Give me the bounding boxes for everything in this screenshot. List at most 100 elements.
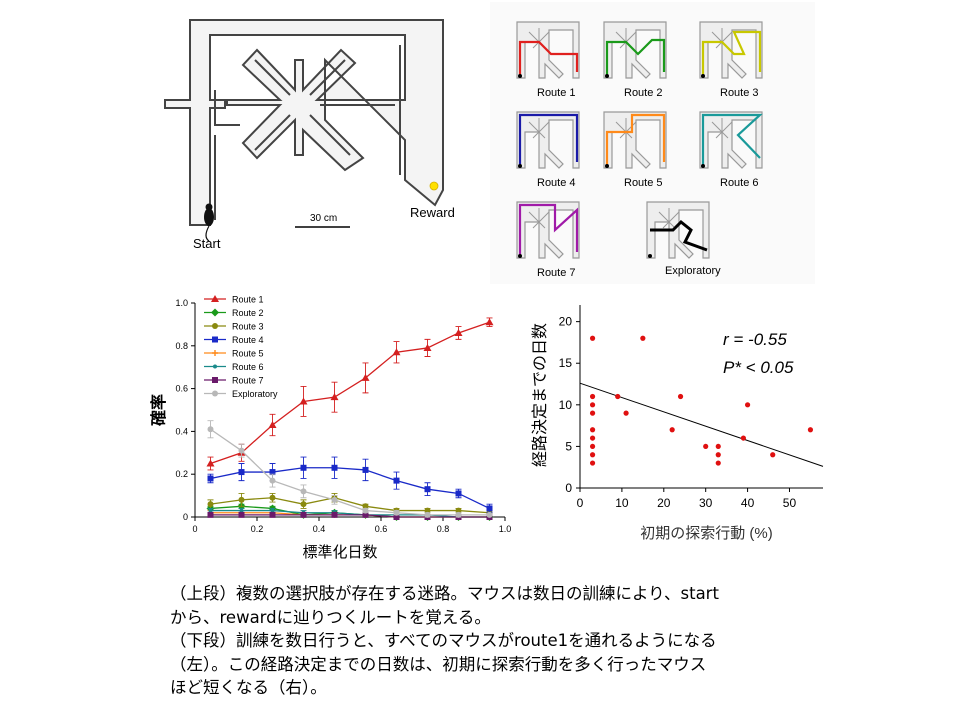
data-point: [269, 469, 276, 476]
scale-label: 30 cm: [310, 213, 337, 224]
scatter-point: [589, 435, 596, 441]
route-maze-outline: [516, 201, 580, 259]
legend: Route 1 Route 2 Route 3 Route 4 Route 5 Route…: [204, 295, 278, 399]
scatter-point: [677, 393, 684, 400]
x-tick-label: 0.2: [251, 524, 264, 534]
route-path: [701, 113, 763, 165]
data-point: [212, 377, 218, 383]
correlation-label: r = -0.55: [723, 330, 787, 349]
y-tick-label: 5: [565, 439, 572, 453]
route-maze-outline: [603, 111, 667, 169]
route-thumbnail: Route 2: [603, 21, 667, 99]
data-point: [454, 328, 463, 336]
series-line: [210, 428, 490, 516]
x-tick-label: 0.8: [437, 524, 450, 534]
data-point: [455, 511, 462, 518]
y-axis-label: 経路決定までの日数: [531, 323, 549, 467]
route-path: [518, 203, 579, 255]
scatter-point: [703, 443, 709, 450]
legend-entry: Route 3: [232, 322, 264, 332]
data-point: [211, 295, 219, 302]
legend-entry: Route 2: [232, 308, 264, 318]
data-point: [361, 373, 370, 381]
series-group: [206, 317, 494, 471]
data-point: [362, 511, 369, 518]
data-point: [455, 490, 462, 497]
x-tick-label: 30: [699, 496, 713, 510]
route-start-dot: [518, 164, 522, 168]
route-maze-spokes: [528, 208, 550, 232]
y-tick-label: 10: [559, 398, 573, 412]
scatter-point: [589, 443, 596, 450]
data-point: [300, 488, 307, 495]
data-point: [331, 511, 338, 518]
data-point: [423, 343, 432, 351]
data-point: [424, 511, 431, 518]
y-tick-label: 0.4: [175, 426, 188, 436]
y-tick-label: 0: [183, 512, 188, 522]
route-thumbnail: Route 6: [699, 111, 763, 189]
legend-entry: Exploratory: [232, 389, 278, 399]
caption-line-2: から、rewardに辿りつくルートを覚える。: [170, 607, 491, 627]
y-tick-label: 0.6: [175, 384, 188, 394]
figure-caption: （上段）複数の選択肢が存在する迷路。マウスは数日の訓練により、start から、…: [170, 582, 870, 700]
data-point: [486, 505, 493, 512]
route-label: Route 4: [537, 177, 576, 189]
data-point: [207, 426, 214, 433]
data-point: [362, 507, 369, 514]
route-maze-outline: [516, 111, 580, 169]
route-maze-spokes: [658, 208, 680, 232]
data-point: [212, 390, 218, 397]
series-line: [210, 497, 490, 514]
scatter-point: [589, 427, 596, 433]
y-tick-label: 15: [559, 356, 573, 370]
caption-line-1: （上段）複数の選択肢が存在する迷路。マウスは数日の訓練により、start: [170, 584, 719, 603]
data-point: [268, 420, 277, 428]
x-tick-label: 0.6: [375, 524, 388, 534]
legend-entry: Route 4: [232, 335, 264, 345]
x-tick-label: 0.4: [313, 524, 326, 534]
scatter-point: [589, 393, 596, 400]
y-tick-label: 20: [559, 315, 573, 329]
legend-entry: Route 7: [232, 376, 264, 386]
route-thumbnail: Route 7: [516, 201, 580, 279]
caption-line-3: （下段）訓練を数日行うと、すべてのマウスがroute1を通れるようになる: [170, 631, 717, 650]
data-point: [269, 511, 276, 518]
route-start-dot: [648, 254, 652, 258]
route-thumbnail: Route 4: [516, 111, 580, 189]
data-point: [239, 508, 244, 513]
data-point: [238, 469, 245, 476]
route-maze-spokes: [711, 118, 733, 142]
scatter-point: [589, 460, 596, 466]
scatter-point: [715, 452, 721, 458]
x-tick-label: 0: [192, 524, 197, 534]
route-grid: Route 1 Route 2 Route 3 Route 4 Route 5 Route…: [490, 2, 815, 284]
data-point: [331, 496, 338, 503]
legend-entry: Route 1: [232, 295, 264, 305]
data-point: [393, 514, 400, 520]
scatter-point: [589, 335, 596, 341]
x-axis-label: 初期の探索行動 (%): [640, 525, 773, 542]
scatter-point: [770, 452, 776, 458]
data-point: [207, 475, 214, 482]
scatter-chart: 0 5 10 15 20 0 10 20 30 40 50 初期の探索行動 (%) 経路決定までの日数 r…: [525, 295, 825, 550]
y-axis-label: 確率: [149, 394, 168, 426]
data-point: [207, 501, 214, 508]
start-label: Start: [193, 236, 221, 251]
route-path: [650, 219, 708, 252]
maze-svg: Start Reward 30 cm: [164, 19, 455, 251]
maze-outer-wall: [164, 19, 444, 226]
data-point: [269, 477, 276, 484]
route-maze-spokes: [615, 118, 637, 142]
route-label: Route 3: [720, 87, 759, 99]
scatter-point: [615, 393, 621, 400]
caption-line-4: （左）。この経路決定までの日数は、初期に探索行動を多く行ったマウス: [170, 654, 707, 674]
data-point: [300, 511, 307, 518]
legend-entry: Route 6: [232, 362, 264, 372]
route-start-dot: [701, 164, 705, 168]
maze-diagram: Start Reward 30 cm: [145, 5, 475, 280]
route-thumbnail: Exploratory: [646, 201, 721, 277]
data-point: [424, 507, 431, 514]
caption-line-5: ほど短くなる（右）。: [170, 678, 327, 697]
route-maze-spokes: [528, 118, 550, 142]
